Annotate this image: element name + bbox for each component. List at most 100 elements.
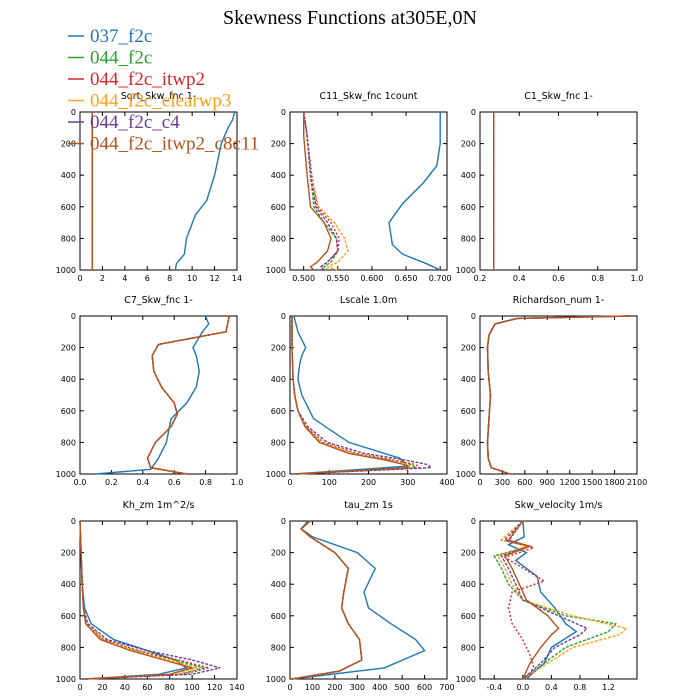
y-tick-label: 800 [461,234,476,243]
series-line-037_f2c [486,315,630,475]
series-line-044_f2c_itwp2_c8c11 [292,520,363,680]
y-tick-label: 400 [271,171,286,180]
x-tick-label: 2100 [627,478,647,487]
y-tick-label: 0 [71,517,76,526]
series-line-037_f2c [388,112,441,271]
series-line-044_f2c_itwp2_c8c11 [146,315,230,475]
panel-frame [289,111,448,271]
legend-label: 044_f2c_itwp2 [90,69,205,90]
x-tick-label: 1500 [582,478,602,487]
y-tick-label: 400 [461,375,476,384]
x-tick-label: 14 [232,274,242,283]
x-tick-label: 1.0 [231,478,244,487]
x-tick-label: 0.550 [326,274,349,283]
x-tick-label: 1200 [560,478,580,487]
series-line-037_f2c [506,520,578,680]
series-line-037_f2c [174,111,236,271]
x-tick-label: 0 [77,683,82,692]
y-tick-label: 400 [461,580,476,589]
x-tick-label: 140 [229,683,244,692]
x-tick-label: 6 [145,274,150,283]
x-tick-label: 900 [540,478,555,487]
y-tick-label: 1000 [266,470,286,479]
x-tick-label: 600 [517,478,532,487]
y-tick-label: 1000 [56,470,76,479]
x-tick-label: 0.6 [168,478,181,487]
y-tick-label: 400 [61,171,76,180]
y-tick-label: 1000 [56,266,76,275]
y-tick-label: 0 [281,312,286,321]
series-line-044_f2c_itwp2_c8c11 [79,520,195,680]
x-tick-label: 0.500 [292,274,315,283]
legend: 037_f2c044_f2c044_f2c_itwp2044_f2c_clear… [68,26,259,155]
series-line-037_f2c [292,520,426,680]
y-tick-label: 200 [61,344,76,353]
panel-5: Lscale 1.0m 0 100 200 300 400 0 200 400 600 800 100… [266,295,455,487]
series-line-044_f2c [79,520,206,680]
panel-frame [79,111,238,271]
x-tick-label: 0.2 [105,478,118,487]
x-tick-label: 600 [417,683,432,692]
panel-7: Kh_zm 1m^2/s 0 20 40 60 80 100 120 140 0 200 400 600… [56,500,245,692]
x-tick-label: 0.8 [199,478,212,487]
series-line-044_f2c_c4 [146,315,230,475]
panel-frame [79,520,238,680]
x-tick-label: 200 [361,478,376,487]
series-line-044_f2c_itwp2_c8c11 [486,315,630,475]
y-tick-label: 0 [281,517,286,526]
y-tick-label: 800 [271,643,286,652]
series-line-044_f2c [146,315,230,475]
x-tick-label: 0.650 [395,274,418,283]
x-tick-label: 40 [120,683,130,692]
x-tick-label: 200 [327,683,342,692]
x-tick-label: 0.4 [513,274,526,283]
legend-label: 044_f2c_itwp2_c8c11 [90,134,259,155]
panel-4: C7_Skw_fnc 1- 0.0 0.2 0.4 0.6 0.8 1.0 0 200 400 60… [56,295,244,487]
panel-title: C11_Skw_fnc 1count [320,91,418,102]
y-tick-label: 0 [281,108,286,117]
series-line-044_f2c_itwp2_c8c11 [503,520,560,680]
x-tick-label: 0.8 [591,274,604,283]
series-line-044_f2c_clearwp3 [291,316,414,475]
legend-label: 044_f2c [90,48,152,69]
panel-frame [289,520,448,680]
y-tick-label: 1000 [456,470,476,479]
x-tick-label: 0.4 [136,478,149,487]
x-tick-label: 0.600 [360,274,383,283]
x-tick-label: 100 [322,478,337,487]
panel-title: Skw_velocity 1m/s [515,500,603,511]
y-tick-label: 200 [271,549,286,558]
y-tick-label: 600 [461,407,476,416]
panel-frame [479,111,638,271]
series-line-044_f2c [292,520,363,680]
series-line-044_f2c_itwp2 [303,111,340,271]
series-line-044_f2c_c4 [500,520,589,680]
series-line-044_f2c_itwp2 [486,315,630,475]
panel-frame [479,315,638,475]
x-tick-label: 0.8 [574,683,587,692]
figure-title: Skewness Functions at305E,0N [223,7,477,29]
panel-title: C1_Skw_fnc 1- [524,91,593,102]
panel-title: Sqrt_Skw_fnc 1- [121,91,197,102]
series-line-044_f2c_clearwp3 [146,315,230,475]
panel-title: Kh_zm 1m^2/s [123,500,195,511]
y-tick-label: 600 [61,407,76,416]
y-tick-label: 400 [271,580,286,589]
series-line-044_f2c_c4 [291,316,434,475]
y-tick-label: 600 [271,612,286,621]
y-tick-label: 1000 [456,266,476,275]
x-tick-label: 4 [122,274,127,283]
y-tick-label: 0 [471,517,476,526]
y-tick-label: 200 [461,140,476,149]
y-tick-label: 200 [271,140,286,149]
y-tick-label: 0 [471,108,476,117]
y-tick-label: 800 [61,234,76,243]
x-tick-label: 500 [395,683,410,692]
legend-label: 044_f2c_c4 [90,112,180,133]
panel-title: Richardson_num 1- [513,295,604,306]
x-tick-label: 100 [185,683,200,692]
x-tick-label: 300 [350,683,365,692]
series-line-044_f2c_itwp2 [146,315,230,475]
x-tick-label: 300 [495,478,510,487]
